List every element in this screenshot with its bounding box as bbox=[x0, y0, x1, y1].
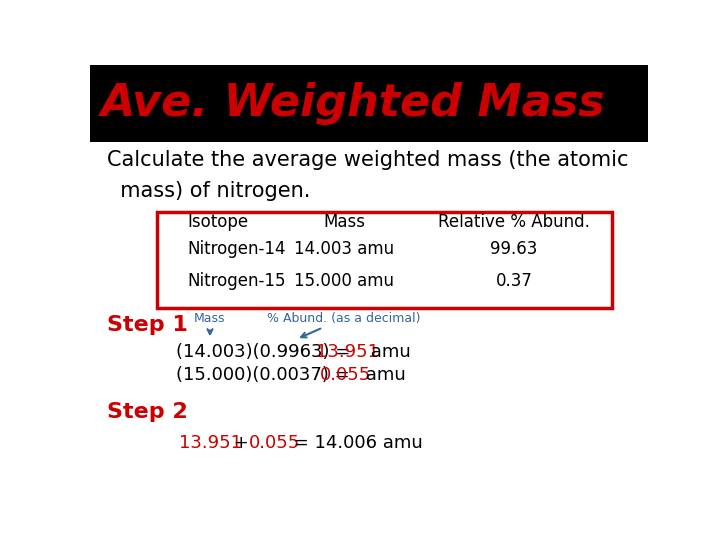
Text: % Abund. (as a decimal): % Abund. (as a decimal) bbox=[267, 312, 420, 338]
Text: 0.055: 0.055 bbox=[320, 366, 372, 383]
Text: 0.055: 0.055 bbox=[248, 434, 300, 452]
Text: Nitrogen-15: Nitrogen-15 bbox=[188, 272, 286, 290]
FancyBboxPatch shape bbox=[90, 65, 648, 141]
Text: amu: amu bbox=[360, 366, 405, 383]
Text: (15.000)(0.0037) =: (15.000)(0.0037) = bbox=[176, 366, 361, 383]
Text: 99.63: 99.63 bbox=[490, 240, 538, 258]
Text: (14.003)(0.9963) =: (14.003)(0.9963) = bbox=[176, 343, 356, 361]
Text: Step 2: Step 2 bbox=[107, 402, 187, 422]
Text: 15.000 amu: 15.000 amu bbox=[294, 272, 394, 290]
Text: 13.951: 13.951 bbox=[179, 434, 242, 452]
Text: +: + bbox=[228, 434, 255, 452]
Text: Relative % Abund.: Relative % Abund. bbox=[438, 213, 590, 231]
Text: mass) of nitrogen.: mass) of nitrogen. bbox=[107, 181, 310, 201]
Text: Isotope: Isotope bbox=[188, 213, 249, 231]
Text: 13.951: 13.951 bbox=[316, 343, 379, 361]
Text: 0.37: 0.37 bbox=[495, 272, 533, 290]
Text: Mass: Mass bbox=[194, 312, 226, 334]
Text: Ave. Weighted Mass: Ave. Weighted Mass bbox=[101, 82, 606, 125]
Text: Mass: Mass bbox=[323, 213, 365, 231]
Text: Step 1: Step 1 bbox=[107, 315, 188, 335]
Text: = 14.006 amu: = 14.006 amu bbox=[289, 434, 423, 452]
Text: amu: amu bbox=[365, 343, 410, 361]
Text: 14.003 amu: 14.003 amu bbox=[294, 240, 394, 258]
Text: Nitrogen-14: Nitrogen-14 bbox=[188, 240, 286, 258]
Text: Calculate the average weighted mass (the atomic: Calculate the average weighted mass (the… bbox=[107, 150, 629, 170]
